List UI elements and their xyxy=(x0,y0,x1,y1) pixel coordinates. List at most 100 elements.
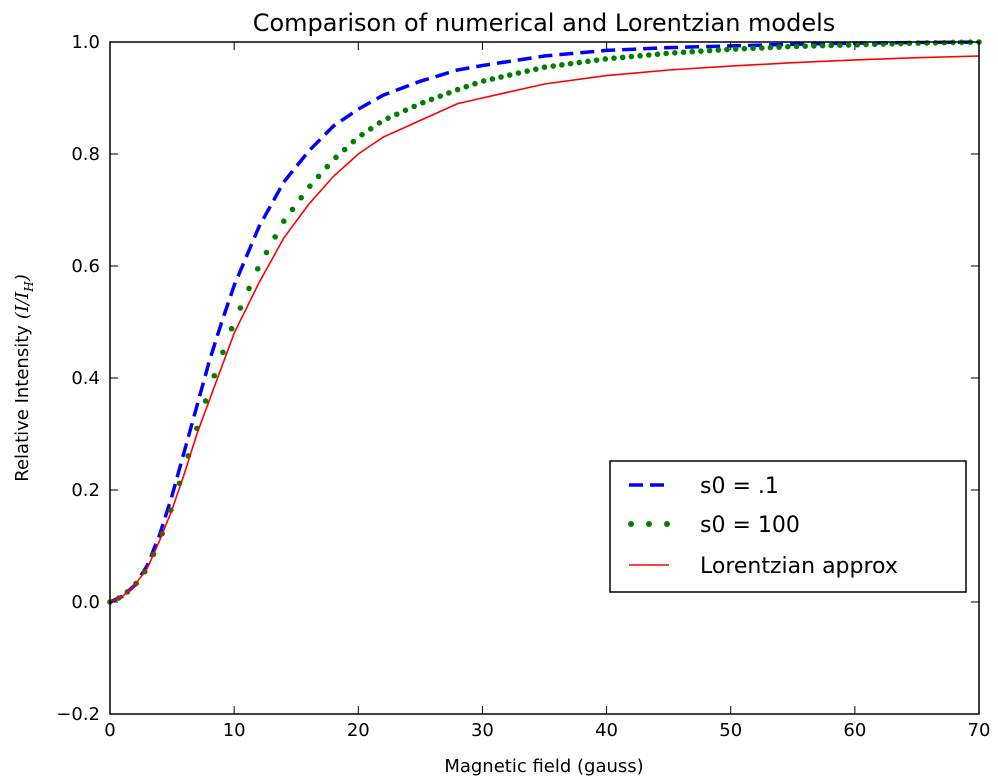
series-1-point xyxy=(663,50,669,57)
legend: s0 = .1 s0 = 100 Lorentzian approx xyxy=(609,460,967,593)
series-1-point xyxy=(437,93,444,99)
y-tick-label: 0.2 xyxy=(71,480,100,501)
series-1-point xyxy=(281,218,287,224)
y-tick-label: 1.0 xyxy=(71,32,100,53)
x-axis-label: Magnetic field (gauss) xyxy=(444,756,643,777)
series-1-point xyxy=(411,103,417,110)
legend-label: s0 = 100 xyxy=(700,513,800,538)
y-axis-label-math-sub: H xyxy=(22,281,36,293)
series-1-point xyxy=(463,83,470,90)
legend-swatch xyxy=(628,521,634,527)
legend-swatch xyxy=(664,521,670,527)
series-1-point xyxy=(932,39,939,46)
series-1-point xyxy=(385,115,391,121)
series-1-point xyxy=(402,107,409,114)
series-1-point xyxy=(367,126,374,132)
axes-frame xyxy=(109,41,980,715)
series-1-point xyxy=(672,50,678,56)
plot-area: 0 10 20 30 40 50 60 70 −0.2 0.0 0.2 0.4 0.6 0.8 1.0 xyxy=(56,32,990,741)
series-1-point xyxy=(307,183,313,189)
series-1-point xyxy=(741,45,748,52)
legend-entry-1: s0 = 100 xyxy=(628,513,800,538)
series-1-point xyxy=(628,53,635,60)
y-tick-label: 0.8 xyxy=(71,144,100,165)
x-tick-label: 20 xyxy=(347,720,370,741)
legend-entry-2: Lorentzian approx xyxy=(629,554,898,579)
x-tick-label: 60 xyxy=(843,720,866,741)
series-1-point xyxy=(350,138,357,145)
series-1-point xyxy=(715,47,722,53)
chart-title: Comparison of numerical and Lorentzian m… xyxy=(253,9,836,37)
x-tick-label: 0 xyxy=(104,720,115,741)
series-1-point xyxy=(802,43,808,49)
series-1-point xyxy=(515,70,522,76)
y-tick-label: 0.4 xyxy=(71,368,100,389)
series-1-point xyxy=(776,44,782,50)
series-1-point xyxy=(680,49,687,56)
series-1-point xyxy=(576,59,583,66)
series-1-point xyxy=(828,42,835,49)
x-tick-label: 30 xyxy=(471,720,494,741)
x-tick-label: 70 xyxy=(968,720,991,741)
series-1-point xyxy=(480,78,487,84)
y-axis-label-text: Relative Intensity xyxy=(12,325,33,482)
series-1-point xyxy=(750,45,756,52)
ticks-layer: 0 10 20 30 40 50 60 70 −0.2 0.0 0.2 0.4 0.6 0.8 1.0 xyxy=(56,32,990,741)
series-1-point xyxy=(602,56,609,62)
legend-label: Lorentzian approx xyxy=(700,554,898,579)
series-1-point xyxy=(333,154,339,161)
y-axis-label-math-close: ) xyxy=(12,274,33,282)
series-0 xyxy=(109,40,980,604)
series-1-point xyxy=(228,325,235,332)
series-1-point xyxy=(863,41,869,48)
series-1-point xyxy=(758,45,765,51)
legend-entry-0: s0 = .1 xyxy=(629,474,779,499)
series-1-point xyxy=(559,62,565,68)
series-1-point xyxy=(202,398,209,404)
series-1-point xyxy=(593,57,600,63)
series-1-point xyxy=(524,68,530,74)
series-1-point xyxy=(811,43,817,49)
series-2 xyxy=(109,55,980,603)
series-1-point xyxy=(498,74,504,80)
series-1-point xyxy=(637,52,643,59)
legend-entries: s0 = .1 s0 = 100 Lorentzian approx xyxy=(628,474,898,579)
x-tick-label: 10 xyxy=(223,720,246,741)
y-tick-label: 0.6 xyxy=(71,256,100,277)
legend-swatch xyxy=(646,521,652,527)
series-1-point xyxy=(793,43,800,50)
series-1-point xyxy=(446,90,452,96)
series-1-point xyxy=(341,146,348,153)
series-1-point xyxy=(871,41,878,48)
series-1-point xyxy=(819,42,826,49)
series-layer xyxy=(107,39,982,605)
series-1-point xyxy=(359,131,365,138)
series-1-point xyxy=(767,44,774,51)
series-1-point xyxy=(246,285,252,292)
series-1-point xyxy=(393,111,400,118)
series-1-point xyxy=(420,99,426,106)
series-2-line xyxy=(109,55,980,603)
x-tick-label: 40 xyxy=(595,720,618,741)
series-1-point xyxy=(533,66,539,72)
series-1-point xyxy=(454,86,461,93)
series-1-point xyxy=(220,349,226,356)
x-tick-label: 50 xyxy=(719,720,742,741)
legend-label: s0 = .1 xyxy=(700,474,779,499)
series-1-point xyxy=(698,48,704,54)
series-1-point xyxy=(837,42,843,48)
series-1-point xyxy=(785,43,791,50)
series-1-point xyxy=(550,63,556,69)
series-1-point xyxy=(263,249,270,256)
series-1-point xyxy=(732,46,739,52)
series-1-point xyxy=(541,64,548,70)
series-1-point xyxy=(619,54,626,61)
series-1-point xyxy=(289,206,296,213)
series-1-point xyxy=(428,96,435,103)
series-1-point xyxy=(472,80,478,87)
series-0-line xyxy=(109,40,980,604)
legend-box xyxy=(609,460,967,593)
series-1-point xyxy=(489,76,496,82)
series-1-point xyxy=(376,120,383,126)
